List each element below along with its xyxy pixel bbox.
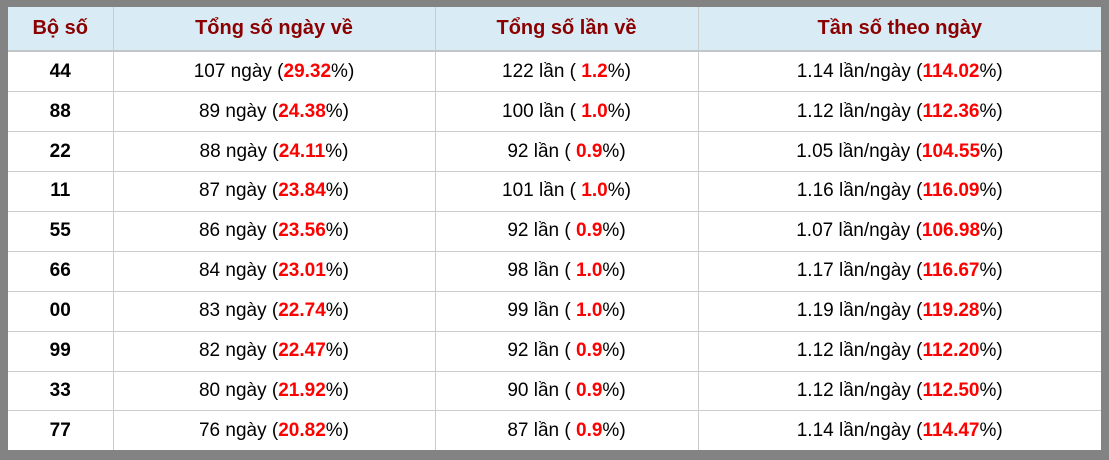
table-row: 66 84 ngày (23.01%) 98 lần ( 1.0%) 1.17 lần… <box>8 250 1101 292</box>
cell-freq: 1.19 lần/ngày (119.28%) <box>697 290 1101 332</box>
lottery-stats-panel: Bộ số Tổng số ngày về Tổng số lần về Tần… <box>8 7 1101 450</box>
cell-freq: 1.16 lần/ngày (116.09%) <box>697 171 1101 212</box>
cell-pair: 11 <box>8 171 113 212</box>
column-header-days: Tổng số ngày về <box>112 7 435 52</box>
cell-times: 92 lần ( 0.9%) <box>434 210 698 252</box>
days-percent: 20.82 <box>278 419 326 441</box>
freq-percent: 112.50 <box>922 379 980 401</box>
cell-pair: 22 <box>8 131 113 172</box>
cell-pair: 33 <box>8 370 113 411</box>
freq-percent: 106.98 <box>921 220 981 242</box>
cell-times: 92 lần ( 0.9%) <box>434 330 698 371</box>
freq-percent: 119.28 <box>922 300 980 322</box>
days-percent: 22.74 <box>278 300 326 322</box>
cell-pair: 00 <box>8 290 113 332</box>
cell-times: 92 lần ( 0.9%) <box>434 131 698 172</box>
column-header-pair: Bộ số <box>8 7 113 52</box>
cell-times: 99 lần ( 1.0%) <box>434 290 698 332</box>
cell-times: 101 lần ( 1.0%) <box>434 171 698 212</box>
cell-times: 100 lần ( 1.0%) <box>434 91 698 132</box>
cell-days: 80 ngày (21.92%) <box>112 370 435 411</box>
cell-days: 89 ngày (24.38%) <box>112 91 435 132</box>
times-percent: 0.9 <box>576 220 603 242</box>
table-row: 22 88 ngày (24.11%) 92 lần ( 0.9%) 1.05 lần… <box>8 131 1101 172</box>
times-percent: 0.9 <box>576 379 603 401</box>
table-row: 00 83 ngày (22.74%) 99 lần ( 1.0%) 1.19 lần… <box>8 290 1101 332</box>
cell-freq: 1.12 lần/ngày (112.50%) <box>697 370 1101 411</box>
cell-pair: 77 <box>8 410 113 450</box>
days-percent: 21.92 <box>278 379 326 401</box>
cell-days: 76 ngày (20.82%) <box>112 410 435 450</box>
days-percent: 23.56 <box>278 220 326 242</box>
table-body: 44 107 ngày (29.32%) 122 lần ( 1.2%) 1.14 l… <box>8 51 1101 450</box>
cell-freq: 1.14 lần/ngày (114.02%) <box>697 51 1101 92</box>
cell-freq: 1.17 lần/ngày (116.67%) <box>697 250 1101 292</box>
days-percent: 24.38 <box>278 100 326 122</box>
freq-percent: 112.36 <box>922 100 980 122</box>
freq-percent: 114.47 <box>922 419 980 441</box>
times-percent: 1.0 <box>581 180 608 202</box>
cell-pair: 66 <box>8 250 113 292</box>
cell-pair: 55 <box>8 210 113 252</box>
cell-days: 87 ngày (23.84%) <box>112 171 435 212</box>
times-percent: 0.9 <box>576 340 603 362</box>
cell-times: 98 lần ( 1.0%) <box>434 250 698 292</box>
freq-percent: 116.67 <box>922 260 980 282</box>
times-percent: 1.0 <box>576 300 603 322</box>
cell-pair: 99 <box>8 330 113 371</box>
cell-times: 90 lần ( 0.9%) <box>434 370 698 411</box>
cell-days: 107 ngày (29.32%) <box>112 51 435 92</box>
cell-days: 86 ngày (23.56%) <box>112 210 435 252</box>
times-percent: 0.9 <box>576 419 603 441</box>
statistics-table: Bộ số Tổng số ngày về Tổng số lần về Tần… <box>8 7 1101 450</box>
freq-percent: 104.55 <box>921 140 981 162</box>
times-percent: 1.2 <box>581 60 608 82</box>
cell-days: 84 ngày (23.01%) <box>112 250 435 292</box>
table-row: 11 87 ngày (23.84%) 101 lần ( 1.0%) 1.16 lầ… <box>8 171 1101 212</box>
cell-freq: 1.12 lần/ngày (112.36%) <box>697 91 1101 132</box>
cell-freq: 1.05 lần/ngày (104.55%) <box>697 131 1101 172</box>
table-row: 33 80 ngày (21.92%) 90 lần ( 0.9%) 1.12 lần… <box>8 370 1101 411</box>
cell-days: 88 ngày (24.11%) <box>112 131 435 172</box>
cell-pair: 44 <box>8 51 113 92</box>
days-percent: 23.01 <box>278 260 326 282</box>
cell-pair: 88 <box>8 91 113 132</box>
cell-freq: 1.12 lần/ngày (112.20%) <box>697 330 1101 371</box>
cell-days: 83 ngày (22.74%) <box>112 290 435 332</box>
table-row: 55 86 ngày (23.56%) 92 lần ( 0.9%) 1.07 lần… <box>8 210 1101 252</box>
days-percent: 24.11 <box>278 140 326 162</box>
freq-percent: 116.09 <box>922 180 980 202</box>
table-row: 77 76 ngày (20.82%) 87 lần ( 0.9%) 1.14 lần… <box>8 410 1101 450</box>
cell-freq: 1.14 lần/ngày (114.47%) <box>697 410 1101 450</box>
times-percent: 1.0 <box>576 260 603 282</box>
table-row: 44 107 ngày (29.32%) 122 lần ( 1.2%) 1.14 l… <box>8 51 1101 92</box>
cell-freq: 1.07 lần/ngày (106.98%) <box>697 210 1101 252</box>
freq-percent: 112.20 <box>922 340 980 362</box>
column-header-times: Tổng số lần về <box>434 7 698 52</box>
freq-percent: 114.02 <box>922 60 980 82</box>
column-header-freq: Tần số theo ngày <box>697 7 1101 52</box>
table-row: 88 89 ngày (24.38%) 100 lần ( 1.0%) 1.12 lầ… <box>8 91 1101 132</box>
times-percent: 1.0 <box>581 100 608 122</box>
cell-times: 122 lần ( 1.2%) <box>434 51 698 92</box>
days-percent: 29.32 <box>283 60 332 82</box>
times-percent: 0.9 <box>576 140 603 162</box>
cell-times: 87 lần ( 0.9%) <box>434 410 698 450</box>
days-percent: 22.47 <box>278 340 326 362</box>
table-row: 99 82 ngày (22.47%) 92 lần ( 0.9%) 1.12 lần… <box>8 330 1101 371</box>
table-header-row: Bộ số Tổng số ngày về Tổng số lần về Tần… <box>8 7 1101 52</box>
cell-days: 82 ngày (22.47%) <box>112 330 435 371</box>
days-percent: 23.84 <box>278 180 326 202</box>
